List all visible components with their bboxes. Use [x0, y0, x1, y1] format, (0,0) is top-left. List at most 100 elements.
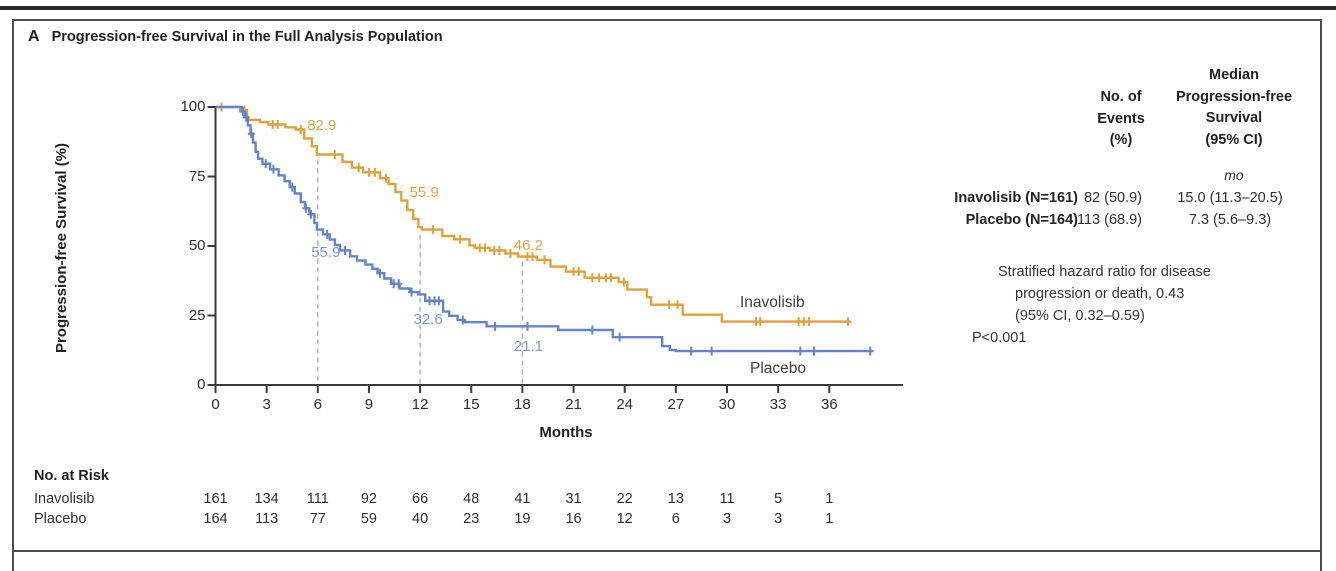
censor-mark-inavolisib-23	[595, 273, 603, 283]
stats-line-2: progression or death, 0.43	[1015, 286, 1185, 302]
censor-mark-inavolisib-10	[429, 225, 437, 235]
at-risk-inavolisib-m21: 31	[565, 491, 582, 507]
curve-label-inavolisib: Inavolisib	[740, 294, 805, 311]
figure-panel-border	[12, 19, 1322, 552]
at-risk-inavolisib-m12: 66	[412, 491, 429, 507]
x-tick-label-30: 30	[718, 396, 736, 413]
censor-mark-placebo-18	[491, 321, 499, 331]
events-header-line: No. of	[1100, 89, 1142, 105]
panel-title-text: Progression-free Survival in the Full An…	[51, 29, 443, 45]
panel-title: A Progression-free Survival in the Full …	[28, 28, 443, 46]
censor-mark-placebo-19	[524, 321, 532, 331]
events-column-header: No. of Events (%)	[1063, 87, 1179, 152]
censor-mark-placebo-21	[616, 332, 624, 342]
landmark-label-inavolisib-18mo: 46.2	[513, 237, 543, 254]
summary-row-events-inavolisib: 82 (50.9)	[1083, 190, 1142, 206]
censor-mark-inavolisib-4	[297, 125, 305, 135]
x-tick-label-15: 15	[462, 396, 480, 413]
landmark-label-placebo-12mo: 32.6	[413, 310, 443, 328]
censor-mark-placebo-12	[395, 279, 403, 289]
censor-mark-placebo-3	[262, 159, 270, 169]
at-risk-placebo-m21: 16	[565, 511, 582, 527]
censor-mark-inavolisib-11	[456, 234, 464, 244]
at-risk-inavolisib-m27: 13	[667, 491, 684, 507]
censor-mark-inavolisib-7	[365, 167, 373, 177]
at-risk-placebo-m6: 77	[309, 511, 326, 527]
x-tick-label-21: 21	[565, 396, 582, 413]
censor-mark-placebo-23	[708, 346, 716, 356]
at-risk-inavolisib-m0: 161	[203, 491, 228, 507]
summary-row-events-placebo: 113 (68.9)	[1076, 212, 1142, 228]
y-tick-label-25: 25	[188, 306, 206, 324]
km-curve-placebo	[215, 105, 873, 353]
censor-mark-placebo-4	[269, 164, 277, 174]
censor-mark-placebo-22	[687, 346, 695, 356]
at-risk-placebo-m12: 40	[412, 511, 429, 527]
x-tick-label-6: 6	[313, 396, 322, 413]
x-tick-label-0: 0	[211, 396, 220, 413]
median-header-line: Survival	[1205, 110, 1263, 126]
censor-mark-inavolisib-25	[607, 273, 615, 283]
censor-mark-placebo-0	[239, 106, 247, 116]
at-risk-inavolisib-m3: 134	[254, 491, 279, 507]
at-risk-placebo-m18: 19	[514, 511, 531, 527]
censor-mark-inavolisib-9	[382, 173, 390, 183]
at-risk-placebo-m36: 1	[825, 511, 834, 527]
at-risk-inavolisib-m24: 22	[616, 491, 633, 507]
censor-mark-placebo-9	[341, 245, 349, 255]
summary-row-label-inavolisib: Inavolisib (N=161)	[954, 190, 1078, 206]
censor-mark-inavolisib-19	[541, 255, 549, 265]
x-tick-label-36: 36	[820, 396, 838, 413]
events-header-line: (%)	[1109, 132, 1133, 148]
curve-label-placebo: Placebo	[750, 360, 807, 377]
stats-line-3: (95% CI, 0.32–0.59)	[1015, 308, 1145, 324]
censor-mark-placebo-7	[307, 209, 315, 219]
censor-mark-placebo-10	[376, 268, 384, 278]
censor-mark-placebo-20	[588, 325, 596, 335]
censor-mark-inavolisib-33	[805, 317, 813, 327]
landmark-label-inavolisib-12mo: 55.9	[409, 184, 439, 202]
x-tick-label-24: 24	[616, 396, 634, 413]
censor-mark-placebo-5	[288, 182, 296, 192]
next-panel-border-stub	[12, 552, 1322, 571]
median-header-line: (95% CI)	[1205, 131, 1263, 148]
censor-mark-placebo-25	[810, 346, 818, 356]
at-risk-row-label-placebo: Placebo	[34, 511, 87, 527]
censor-mark-inavolisib-28	[674, 300, 682, 310]
censor-mark-inavolisib-8	[371, 167, 379, 177]
censor-mark-inavolisib-16	[506, 249, 514, 259]
at-risk-placebo-m27: 6	[671, 511, 680, 527]
x-tick-label-33: 33	[769, 396, 787, 413]
landmark-label-placebo-18mo: 21.1	[513, 337, 543, 355]
at-risk-inavolisib-m6: 111	[306, 491, 329, 507]
events-header-line: Events	[1097, 110, 1145, 127]
at-risk-placebo-m30: 3	[722, 511, 732, 527]
x-tick-label-27: 27	[667, 396, 685, 413]
censor-mark-inavolisib-15	[495, 245, 503, 255]
median-header-line: Progression-free	[1175, 88, 1293, 105]
at-risk-inavolisib-m33: 5	[774, 491, 783, 507]
stats-line-1: Stratified hazard ratio for disease	[998, 264, 1211, 280]
y-tick-label-50: 50	[188, 237, 206, 254]
censor-mark-placebo-24	[796, 346, 804, 356]
at-risk-placebo-m15: 23	[463, 511, 480, 527]
panel-letter: A	[28, 28, 40, 45]
at-risk-placebo-m0: 164	[203, 511, 228, 527]
landmark-label-placebo-6mo: 55.9	[311, 243, 341, 261]
x-tick-label-18: 18	[514, 396, 531, 413]
censor-mark-inavolisib-26	[620, 277, 628, 287]
censor-mark-placebo-6	[302, 203, 310, 213]
censor-mark-inavolisib-22	[588, 273, 596, 283]
censor-mark-inavolisib-5	[331, 150, 339, 160]
censor-mark-placebo-13	[408, 287, 416, 297]
x-tick-label-3: 3	[262, 396, 271, 413]
censor-mark-placebo-16	[435, 296, 443, 306]
censor-mark-inavolisib-6	[355, 163, 363, 173]
censor-mark-inavolisib-13	[481, 243, 489, 253]
at-risk-inavolisib-m9: 92	[360, 491, 377, 507]
at-risk-inavolisib-m18: 41	[514, 491, 531, 507]
at-risk-placebo-m9: 59	[360, 511, 377, 527]
at-risk-placebo-m33: 3	[774, 511, 783, 527]
censor-mark-inavolisib-3	[274, 120, 282, 130]
x-tick-label-12: 12	[411, 396, 429, 413]
